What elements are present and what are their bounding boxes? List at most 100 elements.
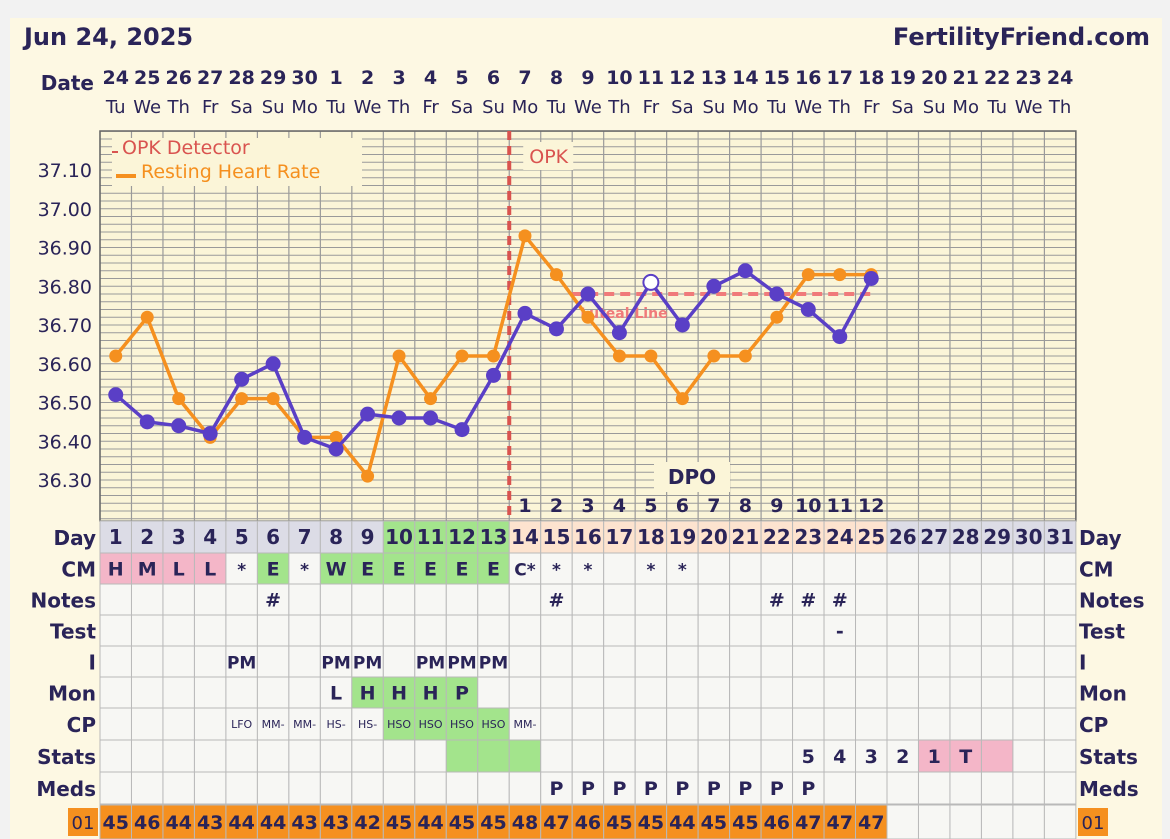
cp-cell	[603, 707, 636, 741]
weekday-label: Su	[923, 97, 946, 118]
hr-label-left-bg	[68, 808, 98, 836]
cm-value: H	[108, 559, 124, 581]
cm-value: E	[393, 559, 406, 581]
cp-cell	[980, 707, 1014, 741]
cp-cell	[162, 707, 195, 741]
day-value: 21	[731, 525, 759, 549]
cm-cell	[729, 552, 762, 585]
weekday-label: Fr	[643, 97, 660, 118]
dpo-number: 8	[739, 495, 752, 517]
temp-point	[297, 429, 313, 445]
row-cp: CP CP LFO MM- MM- HS- HS- HSO HSO HSO HSO MM-	[67, 707, 1108, 741]
cp-cell	[886, 707, 919, 741]
cm-label-left: CM	[61, 558, 96, 582]
hr-value: 42	[354, 812, 380, 834]
day-cell	[792, 520, 825, 554]
mon-cell	[634, 676, 668, 709]
day-value: 18	[637, 525, 665, 549]
test-cell	[225, 614, 258, 647]
stats-cell	[634, 739, 668, 773]
date-label: 25	[134, 67, 160, 89]
day-label-right: Day	[1079, 526, 1122, 550]
hr-cell	[256, 804, 290, 839]
stats-cell	[603, 739, 636, 773]
stats-cell	[225, 739, 258, 773]
weekday-label: Th	[607, 97, 630, 118]
i-cell	[130, 645, 164, 678]
hr-point	[266, 392, 280, 406]
day-value: 16	[574, 525, 602, 549]
cm-value: *	[646, 561, 655, 581]
mon-label-left: Mon	[48, 682, 96, 706]
cp-cell	[99, 707, 132, 741]
cp-cell	[193, 707, 227, 741]
plot-area	[100, 131, 1076, 521]
hr-point	[801, 268, 815, 282]
dpo-label-background	[654, 462, 730, 492]
notes-cell	[99, 583, 132, 616]
i-cell	[792, 645, 825, 678]
day-value: 20	[700, 525, 728, 549]
opk-label: OPK	[529, 146, 568, 168]
notes-cell	[855, 583, 888, 616]
mon-cell	[1012, 676, 1045, 709]
cm-cell	[760, 552, 794, 585]
cm-cell	[225, 552, 258, 585]
i-cell	[288, 645, 321, 678]
stats-cell	[949, 739, 982, 773]
cp-cell	[414, 707, 447, 741]
y-tick-label: 37.10	[38, 160, 92, 182]
cm-value: *	[300, 561, 309, 581]
test-cell	[697, 614, 731, 647]
hr-point	[549, 268, 563, 282]
stats-cell	[288, 739, 321, 773]
meds-cell	[980, 771, 1014, 805]
cp-value: MM-	[514, 718, 537, 731]
y-tick-label: 36.90	[38, 238, 92, 260]
meds-cell	[1012, 771, 1045, 805]
cp-cell	[130, 707, 164, 741]
temp-point	[832, 329, 848, 345]
cm-value: E	[424, 559, 437, 581]
weekday-label: Sa	[892, 97, 914, 118]
hr-point	[770, 310, 784, 324]
test-cell	[855, 614, 888, 647]
day-value: 5	[235, 525, 249, 549]
hr-value: 43	[323, 812, 349, 834]
cp-value: HS-	[358, 718, 377, 731]
cm-cell	[288, 552, 321, 585]
i-cell	[855, 645, 888, 678]
test-cell	[351, 614, 384, 647]
test-cell	[949, 614, 982, 647]
notes-cell	[477, 583, 510, 616]
dpo-number: 7	[707, 495, 720, 517]
stats-cell	[162, 739, 195, 773]
mon-value: H	[423, 683, 439, 705]
day-cell	[99, 520, 132, 554]
cp-cell	[855, 707, 888, 741]
stats-cell	[917, 739, 951, 773]
date-label: 3	[392, 67, 405, 89]
cp-cell	[666, 707, 699, 741]
notes-cell	[256, 583, 290, 616]
y-axis: 36.30 36.40 36.50 36.60 36.70 36.80 36.90 37.00…	[38, 160, 92, 492]
cp-cell	[540, 707, 573, 741]
stats-cell	[382, 739, 416, 773]
test-cell	[414, 614, 447, 647]
day-cell	[382, 520, 416, 554]
date-label: 2	[361, 67, 374, 89]
day-cell	[603, 520, 636, 554]
cm-cell	[855, 552, 888, 585]
notes-cell	[980, 583, 1014, 616]
i-cell	[886, 645, 919, 678]
weekday-label: Fr	[863, 97, 880, 118]
date-label: 27	[197, 67, 223, 89]
temp-point	[108, 387, 124, 403]
hr-value: 48	[512, 812, 538, 834]
notes-cell	[1043, 583, 1077, 616]
notes-value: #	[769, 590, 785, 612]
weekday-label: Mo	[512, 97, 539, 118]
opk-label-background	[523, 142, 574, 170]
